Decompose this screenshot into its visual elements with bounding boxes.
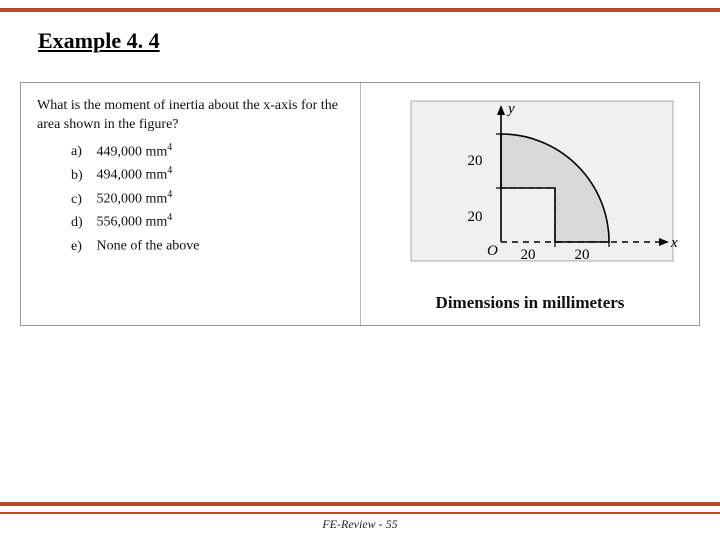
figure-column: y x O 20 20 20 20 Dimensions in millimet… (361, 83, 699, 325)
content-box: What is the moment of inertia about the … (20, 82, 700, 326)
dim-y-lower: 20 (468, 209, 483, 225)
rule-top (0, 8, 720, 12)
option-e: e) None of the above (71, 235, 344, 257)
question-column: What is the moment of inertia about the … (21, 83, 361, 325)
option-exp: 4 (167, 165, 172, 176)
rule-bottom-thick (0, 502, 720, 506)
option-d: d) 556,000 mm4 (71, 211, 344, 233)
figure-caption: Dimensions in millimeters (361, 293, 699, 313)
question-text: What is the moment of inertia about the … (37, 97, 344, 135)
y-label: y (506, 101, 515, 117)
dim-x-right: 20 (575, 247, 590, 263)
option-exp: 4 (167, 142, 172, 153)
options-list: a) 449,000 mm4 b) 494,000 mm4 c) 520,000… (37, 141, 344, 257)
option-label: d) (71, 214, 93, 233)
option-a: a) 449,000 mm4 (71, 141, 344, 163)
option-b: b) 494,000 mm4 (71, 164, 344, 186)
option-label: c) (71, 191, 93, 210)
option-value: None of the above (97, 239, 200, 254)
dim-x-left: 20 (521, 247, 536, 263)
option-label: b) (71, 167, 93, 186)
option-value: 556,000 mm (97, 215, 168, 230)
example-title: Example 4. 4 (38, 28, 160, 54)
option-label: a) (71, 143, 93, 162)
option-c: c) 520,000 mm4 (71, 188, 344, 210)
option-value: 494,000 mm (97, 168, 168, 183)
option-value: 520,000 mm (97, 192, 168, 207)
option-label: e) (71, 238, 93, 257)
dim-y-upper: 20 (468, 153, 483, 169)
option-value: 449,000 mm (97, 144, 168, 159)
figure-svg: y x O 20 20 20 20 (371, 87, 691, 287)
option-exp: 4 (167, 189, 172, 200)
x-label: x (670, 235, 678, 251)
option-exp: 4 (167, 212, 172, 223)
rule-bottom-thin (0, 512, 720, 514)
origin-label: O (487, 243, 498, 259)
footer-text: FE-Review - 55 (0, 517, 720, 532)
